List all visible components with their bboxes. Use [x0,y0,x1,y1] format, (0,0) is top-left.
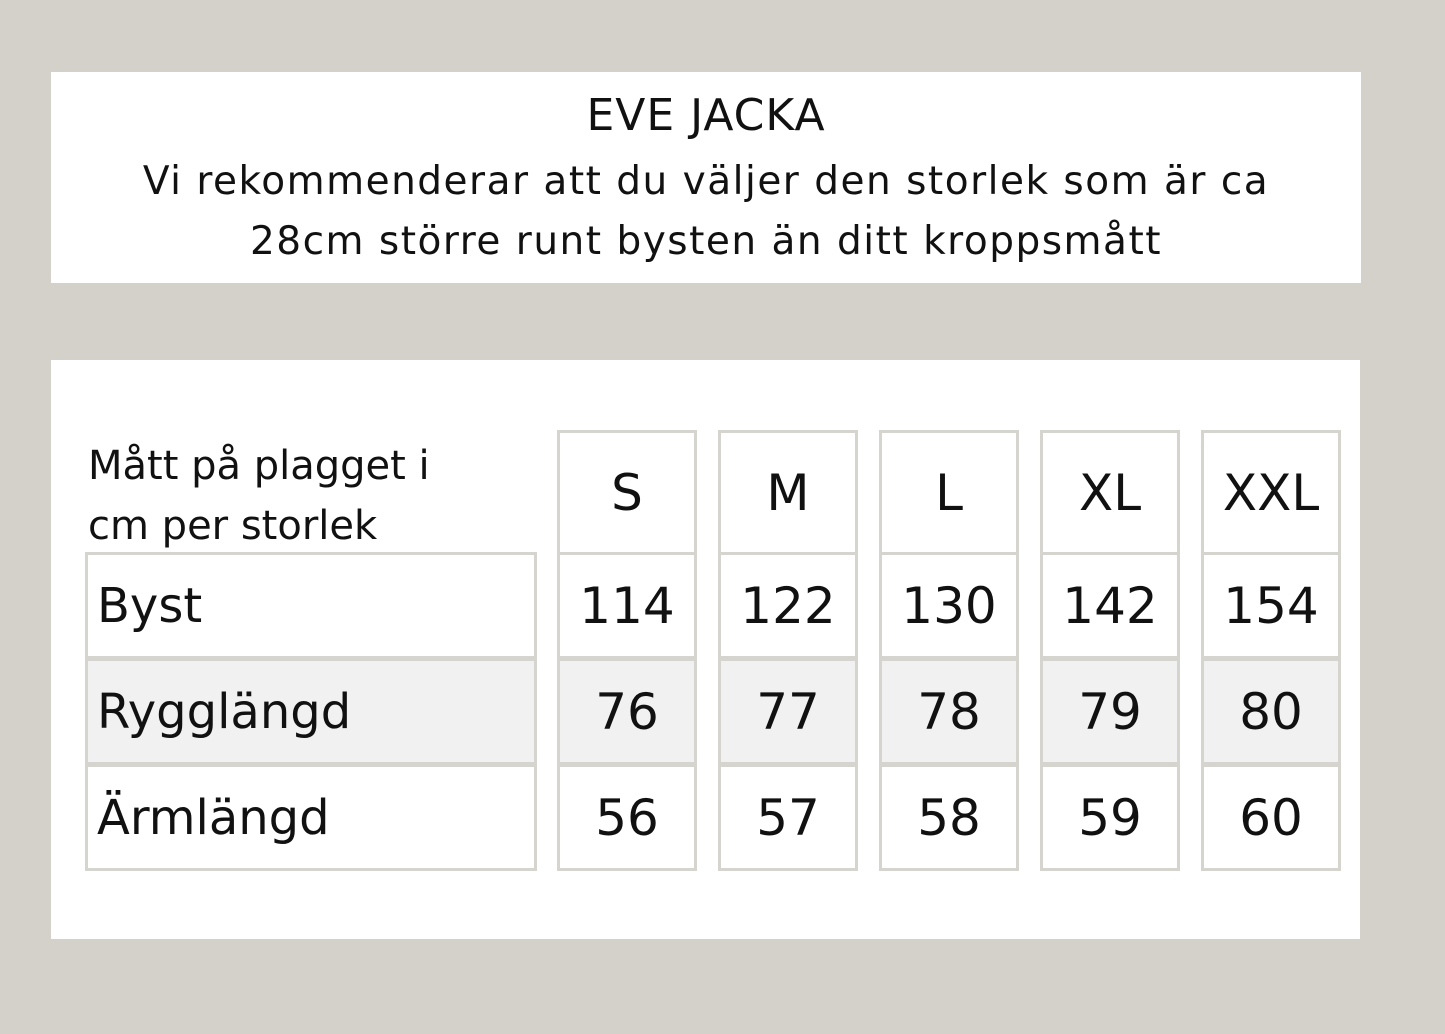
recommendation-line: 28cm större runt bysten än ditt kroppsmå… [249,219,1163,264]
row-label: Ärmlängd [85,764,537,871]
table-cell: 154 [1201,552,1341,659]
table-cell: 60 [1201,764,1341,871]
header-panel: EVE JACKA Vi rekommenderar att du väljer… [51,72,1361,283]
table-cell: 122 [718,552,858,659]
table-cell: 59 [1040,764,1180,871]
table-cell: 80 [1201,658,1341,765]
product-title: EVE JACKA [586,90,826,141]
table-cell: 58 [879,764,1019,871]
table-cell: 77 [718,658,858,765]
table-cell: 142 [1040,552,1180,659]
row-label: Rygglängd [85,658,537,765]
table-cell: 56 [557,764,697,871]
row-label: Byst [85,552,537,659]
caption-line: cm per storlek [88,503,378,549]
size-header-xxl: XXL [1201,430,1341,555]
table-cell: 130 [879,552,1019,659]
size-header-l: L [879,430,1019,555]
caption-line: Mått på plagget i [88,443,430,489]
size-header-s: S [557,430,697,555]
table-caption: Mått på plagget i cm per storlek [88,436,430,556]
size-header-xl: XL [1040,430,1180,555]
table-cell: 79 [1040,658,1180,765]
table-cell: 78 [879,658,1019,765]
table-cell: 114 [557,552,697,659]
table-cell: 57 [718,764,858,871]
size-header-m: M [718,430,858,555]
size-table-panel [51,360,1360,939]
table-cell: 76 [557,658,697,765]
recommendation-line: Vi rekommenderar att du väljer den storl… [142,159,1270,204]
size-recommendation: Vi rekommenderar att du väljer den storl… [71,152,1341,272]
